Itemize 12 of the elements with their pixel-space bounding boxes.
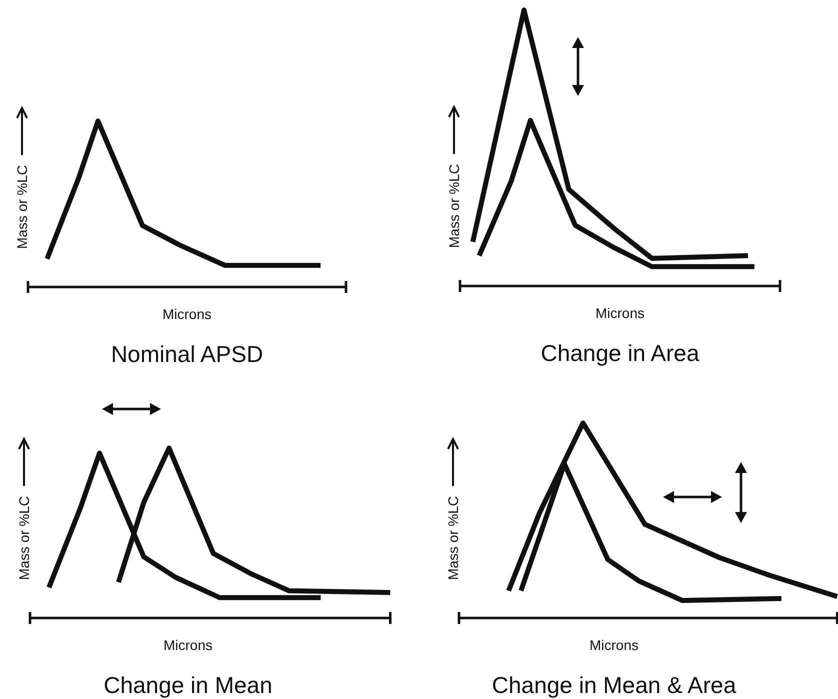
x-axis-title: Microns [162,306,212,322]
text: Change in Area [540,340,700,366]
text: Nominal APSD [110,341,264,367]
x-axis-title: Microns [589,637,639,653]
x-axis-title: Microns [595,305,645,321]
y-axis-title: Mass or %LC [16,496,32,580]
y-axis-title: Mass or %LC [14,164,30,249]
y-axis-title: Mass or %LC [444,496,461,580]
text: Change in Mean & Area [492,672,736,698]
x-axis-title: Microns [163,637,213,653]
text: Change in Mean [104,672,272,698]
y-axis-title: Mass or %LC [446,164,462,248]
